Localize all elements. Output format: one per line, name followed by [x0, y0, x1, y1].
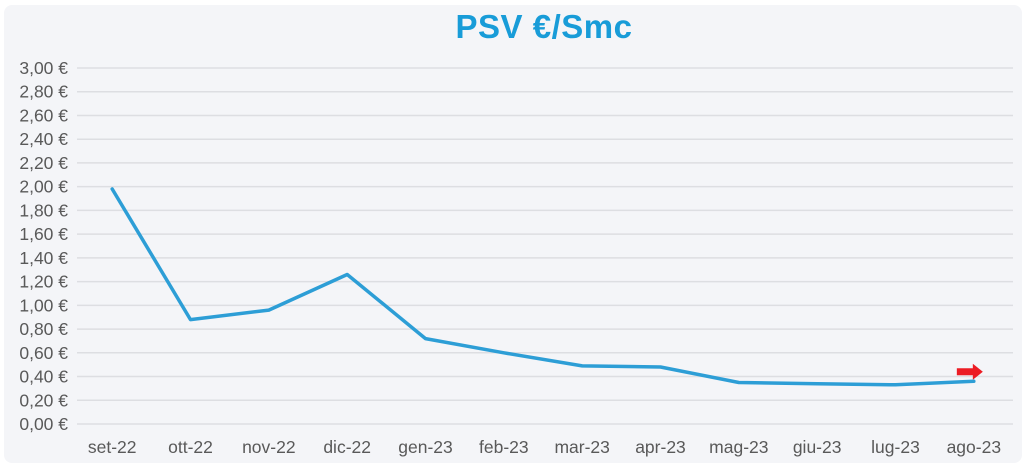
y-tick-label: 1,80 €: [19, 200, 68, 220]
y-tick-label: 0,60 €: [19, 343, 68, 363]
y-tick-label: 0,40 €: [19, 367, 68, 387]
y-tick-label: 2,60 €: [19, 105, 68, 125]
x-tick-label: apr-23: [635, 437, 686, 457]
y-tick-label: 1,00 €: [19, 295, 68, 315]
y-tick-label: 2,00 €: [19, 177, 68, 197]
y-tick-label: 2,40 €: [19, 129, 68, 149]
y-tick-label: 3,00 €: [19, 58, 68, 78]
y-tick-label: 0,80 €: [19, 319, 68, 339]
x-tick-label: lug-23: [871, 437, 920, 457]
x-tick-label: giu-23: [793, 437, 842, 457]
y-tick-label: 1,60 €: [19, 224, 68, 244]
y-tick-label: 2,80 €: [19, 82, 68, 102]
y-tick-label: 1,40 €: [19, 248, 68, 268]
x-tick-label: nov-22: [242, 437, 296, 457]
x-tick-label: mar-23: [554, 437, 609, 457]
x-tick-label: mag-23: [709, 437, 768, 457]
x-tick-label: ago-23: [947, 437, 1002, 457]
x-tick-label: feb-23: [479, 437, 529, 457]
x-tick-label: gen-23: [398, 437, 453, 457]
y-tick-label: 2,20 €: [19, 153, 68, 173]
chart-title: PSV €/Smc: [455, 8, 633, 45]
y-tick-label: 0,00 €: [19, 414, 68, 434]
y-tick-label: 1,20 €: [19, 272, 68, 292]
y-tick-label: 0,20 €: [19, 390, 68, 410]
price-line: [110, 187, 976, 387]
x-tick-label: set-22: [88, 437, 137, 457]
x-tick-label: dic-22: [323, 437, 371, 457]
x-tick-label: ott-22: [168, 437, 213, 457]
trend-arrow-icon: [956, 363, 983, 380]
